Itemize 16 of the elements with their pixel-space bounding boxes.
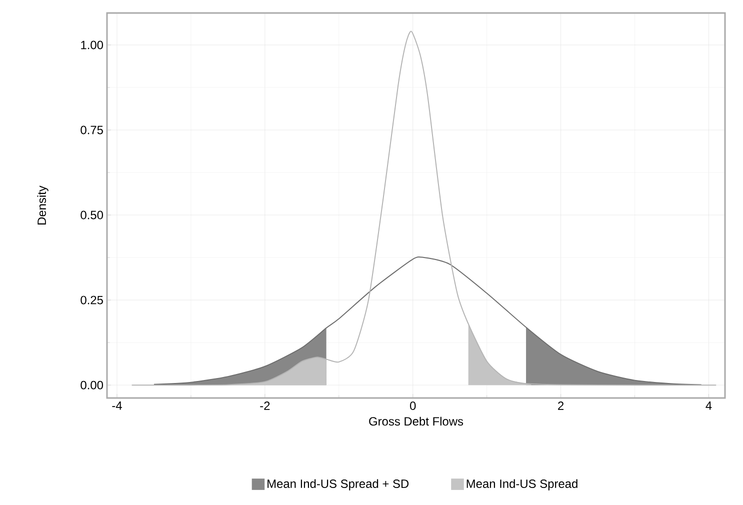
legend-label: Mean Ind-US Spread + SD bbox=[268, 479, 409, 490]
x-tick-label: -4 bbox=[112, 402, 122, 410]
y-tick-label: 1.00 bbox=[81, 40, 104, 50]
x-tick-label: 0 bbox=[410, 402, 416, 410]
y-tick-label: 0.50 bbox=[80, 210, 104, 220]
x-axis-title: Gross Debt Flows bbox=[369, 416, 464, 426]
line-series bbox=[131, 30, 717, 386]
y-tick-label: 0.25 bbox=[80, 296, 103, 304]
legend-label: Mean Ind-US Spread bbox=[466, 479, 578, 490]
line-series bbox=[153, 256, 702, 386]
x-tick-label: -2 bbox=[260, 402, 270, 410]
x-tick-label: 2 bbox=[558, 402, 564, 410]
y-tick-label: 0.00 bbox=[80, 380, 104, 390]
y-tick-label: 0.75 bbox=[80, 126, 103, 134]
x-tick-label: 4 bbox=[706, 402, 712, 410]
y-axis-title: Density bbox=[37, 186, 48, 224]
